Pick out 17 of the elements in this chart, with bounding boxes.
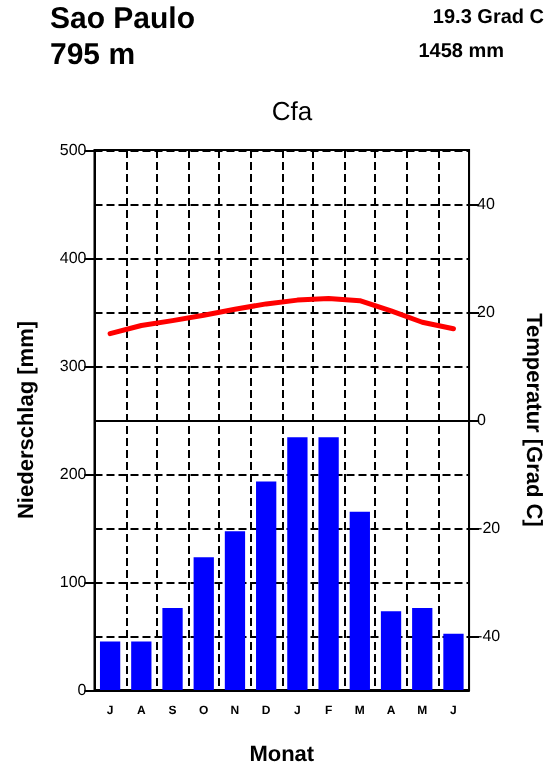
y-tick-label: 300 — [59, 357, 88, 375]
y-tick-label: 100 — [59, 573, 88, 591]
y2-axis-title: Temperatur [Grad C] — [521, 313, 545, 528]
y-axis-title: Niederschlag [mm] — [15, 320, 39, 520]
chart-title: Cfa — [271, 96, 314, 126]
y-tick-label: 400 — [59, 249, 88, 267]
text: 19.3 Grad C — [432, 7, 545, 29]
text: 795 m — [50, 38, 136, 72]
y-tick-label: 500 — [59, 141, 88, 159]
text: Sao Paulo — [50, 2, 196, 36]
text: 1458 mm — [418, 41, 505, 63]
x-axis-title: Monat — [249, 743, 315, 767]
y-tick-label: 200 — [59, 465, 88, 483]
y2-tick-label: -40 — [477, 627, 502, 645]
y2-tick-label: 20 — [477, 303, 496, 321]
y-tick-label: 0 — [77, 681, 88, 699]
y2-tick-label: -20 — [477, 519, 502, 537]
